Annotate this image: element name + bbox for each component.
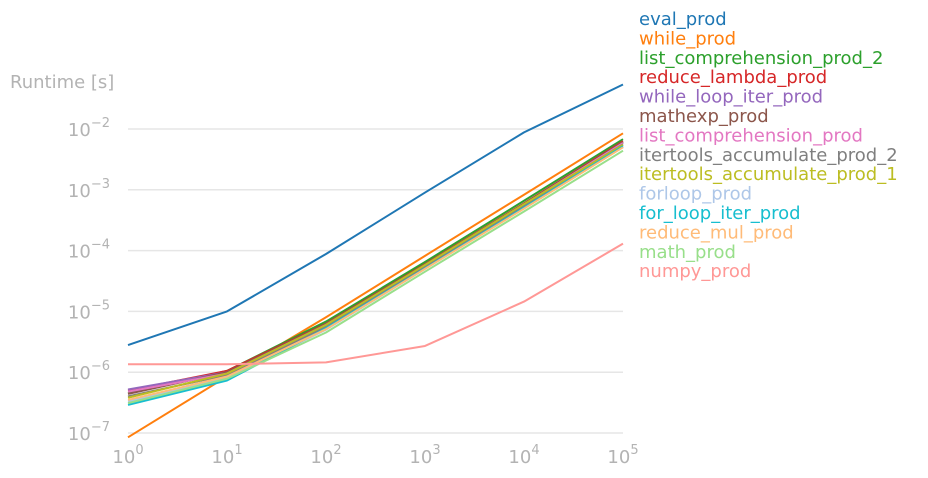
- y-tick-label: 10−2: [68, 116, 110, 141]
- x-tick-label: 100: [112, 443, 143, 468]
- x-tick-label: 102: [310, 443, 341, 468]
- legend-entry-list-comprehension-prod-2: list_comprehension_prod_2: [639, 48, 883, 69]
- x-tick-label: 104: [508, 443, 539, 468]
- series-line-math-prod: [127, 149, 624, 405]
- y-tick-label: 10−3: [68, 177, 110, 202]
- legend-entry-list-comprehension-prod: list_comprehension_prod: [639, 125, 863, 146]
- legend-entry-while-loop-iter-prod: while_loop_iter_prod: [639, 87, 823, 108]
- x-tick-label: 101: [211, 443, 242, 468]
- series-lines: [127, 83, 624, 439]
- legend: eval_prodwhile_prodlist_comprehension_pr…: [639, 9, 898, 282]
- legend-entry-while-prod: while_prod: [639, 28, 736, 49]
- legend-entry-eval-prod: eval_prod: [639, 9, 727, 30]
- legend-entry-numpy-prod: numpy_prod: [639, 261, 751, 282]
- legend-entry-reduce-lambda-prod: reduce_lambda_prod: [639, 67, 827, 88]
- legend-entry-for-loop-iter-prod: for_loop_iter_prod: [639, 203, 801, 224]
- series-line-itertools-accumulate-prod-1: [127, 143, 624, 399]
- legend-entry-forloop-prod: forloop_prod: [639, 184, 752, 205]
- series-line-numpy-prod: [128, 242, 624, 366]
- series-line-while-prod: [127, 132, 624, 439]
- legend-entry-reduce-mul-prod: reduce_mul_prod: [639, 222, 794, 243]
- series-line-itertools-accumulate-prod-2: [127, 143, 624, 398]
- y-tick-label: 10−6: [68, 359, 110, 384]
- y-axis-label: Runtime [s]: [10, 72, 114, 93]
- legend-entry-math-prod: math_prod: [639, 242, 736, 263]
- grid-lines: [128, 128, 623, 434]
- series-line-eval-prod: [127, 83, 624, 346]
- series-line-reduce-mul-prod: [127, 146, 624, 401]
- y-tick-label: 10−5: [68, 298, 110, 323]
- y-tick-label: 10−7: [68, 420, 110, 445]
- x-tick-label: 103: [409, 443, 440, 468]
- legend-entry-mathexp-prod: mathexp_prod: [639, 106, 769, 127]
- x-tick-labels: 100 101 102 103 104 105: [112, 443, 638, 468]
- x-tick-label: 105: [607, 443, 638, 468]
- y-tick-label: 10−4: [68, 238, 110, 263]
- legend-entry-itertools-accumulate-prod-2: itertools_accumulate_prod_2: [639, 145, 898, 166]
- legend-entry-itertools-accumulate-prod-1: itertools_accumulate_prod_1: [639, 164, 898, 185]
- y-tick-labels: 10−7 10−6 10−5 10−4 10−3 10−2: [68, 116, 110, 445]
